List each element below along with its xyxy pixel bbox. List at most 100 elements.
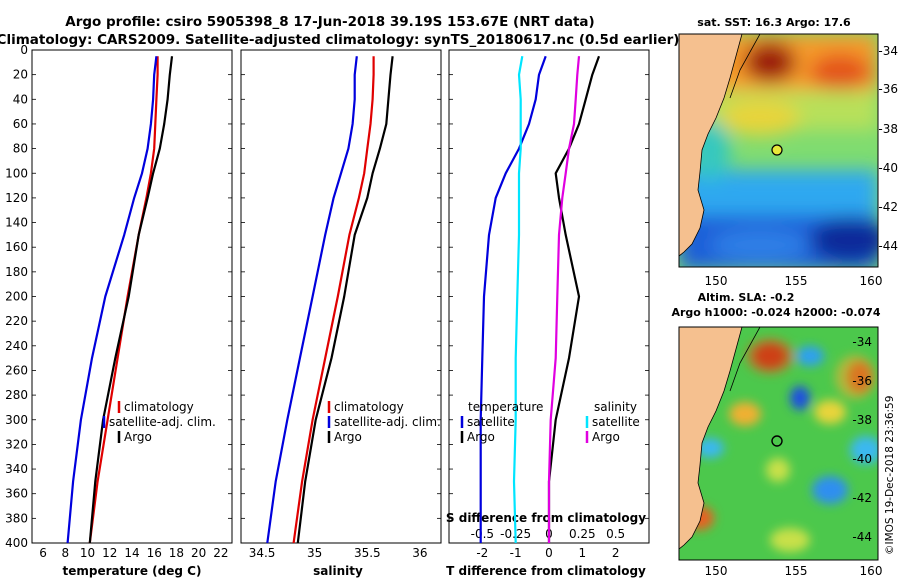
s-difference-tick-label: -0.5 [471, 527, 494, 541]
legend-label-argo: Argo [124, 430, 152, 444]
depth-tick-label: 280 [5, 388, 28, 402]
sla-map-axes: 150 155 160 -34 -36 -38 -40 -42 -44 [705, 335, 883, 578]
depth-tick-label: 40 [13, 92, 28, 106]
imos-watermark: ©IMOS 19-Dec-2018 23:36:59 [884, 396, 896, 555]
series-line-climatology [292, 56, 375, 544]
figure-title-line-1: Argo profile: csiro 5905398_8 17-Jun-201… [65, 14, 594, 30]
series-line-climatology [88, 56, 159, 544]
sst-map-axes: 150 155 160 -34 -36 -38 -40 -42 -44 [705, 44, 898, 288]
temperature-x-axis: 6 8 10 12 14 16 18 20 22 [39, 546, 228, 560]
lat-tick-label: -44 [878, 239, 898, 253]
legend-heading-salinity: salinity [594, 400, 637, 414]
sla-map-title: Altim. SLA: -0.2 [698, 291, 795, 304]
salinity-tick-label: 35.5 [354, 546, 381, 560]
depth-tick-label: 380 [5, 511, 28, 525]
figure-title-line-2: Climatology: CARS2009. Satellite-adjuste… [0, 32, 679, 48]
series-line-satellite-adj-clim- [266, 56, 358, 544]
depth-tick-label: 240 [5, 339, 28, 353]
difference-legend-temperature: temperature satellite Argo [460, 400, 543, 444]
s-difference-tick-label: 0.5 [606, 527, 625, 541]
legend-label-s-satellite: satellite [592, 415, 640, 429]
legend-label-t-argo: Argo [467, 430, 495, 444]
salinity-tick-label: 35 [307, 546, 322, 560]
lat-tick-label: -42 [852, 491, 872, 505]
series-line-t-satellite [479, 55, 547, 543]
lon-tick-label: 150 [705, 564, 728, 578]
lat-tick-label: -36 [852, 374, 872, 388]
temperature-axis-label: temperature (deg C) [63, 564, 202, 578]
salinity-tick-label: 36 [412, 546, 427, 560]
depth-tick-label: 140 [5, 216, 28, 230]
t-difference-tick-label: -2 [476, 546, 488, 560]
difference-legend-salinity: salinity satellite Argo [585, 400, 640, 444]
series-line-satellite-adj-clim- [66, 56, 158, 544]
sla-map-frame [678, 326, 879, 561]
legend-label-satellite-adj: satellite-adj. clim. [334, 415, 441, 429]
depth-tick-label: 340 [5, 462, 28, 476]
depth-tick-label: 100 [5, 166, 28, 180]
lon-tick-label: 155 [785, 274, 808, 288]
t-difference-tick-label: 0 [545, 546, 553, 560]
depth-tick-label: 300 [5, 413, 28, 427]
series-line-s-argo [547, 56, 581, 543]
t-difference-tick-label: 2 [612, 546, 620, 560]
legend-heading-temperature: temperature [468, 400, 543, 414]
depth-tick-label: 180 [5, 265, 28, 279]
sla-argo-marker [771, 435, 783, 447]
depth-tick-label: 360 [5, 487, 28, 501]
salinity-axis-label: salinity [313, 564, 363, 578]
t-difference-tick-label: 1 [579, 546, 587, 560]
lat-tick-label: -40 [878, 161, 898, 175]
temperature-tick-label: 22 [213, 546, 228, 560]
difference-series [479, 55, 601, 544]
temperature-tick-label: 20 [191, 546, 206, 560]
lat-tick-label: -44 [852, 530, 872, 544]
temperature-tick-label: 12 [102, 546, 117, 560]
temperature-legend: climatology satellite-adj. clim. Argo [102, 400, 216, 444]
temperature-panel-frame [31, 49, 233, 544]
sla-map-field [679, 327, 878, 560]
salinity-x-axis: 34.5 35 35.5 36 [249, 546, 428, 560]
temperature-tick-label: 10 [80, 546, 95, 560]
depth-tick-label: 260 [5, 363, 28, 377]
legend-label-argo: Argo [334, 430, 362, 444]
temperature-tick-label: 8 [62, 546, 70, 560]
t-difference-tick-label: -1 [510, 546, 522, 560]
salinity-series [266, 56, 394, 544]
s-difference-axis-label: S difference from climatology [446, 511, 646, 525]
depth-tick-label: 20 [13, 68, 28, 82]
series-line-t-argo [547, 55, 601, 543]
sst-map-title: sat. SST: 16.3 Argo: 17.6 [697, 16, 851, 29]
t-difference-axis-label: T difference from climatology [446, 564, 646, 578]
sst-argo-marker [771, 144, 783, 156]
depth-axis: 0 20 40 60 80 100 120 140 160 180 200 22… [5, 43, 28, 550]
series-line-s-satellite [512, 56, 524, 544]
depth-tick-label: 400 [5, 536, 28, 550]
temperature-tick-label: 16 [147, 546, 162, 560]
lon-tick-label: 150 [705, 274, 728, 288]
legend-label-climatology: climatology [124, 400, 194, 414]
depth-tick-label: 160 [5, 240, 28, 254]
depth-tick-label: 120 [5, 191, 28, 205]
temperature-series [66, 56, 174, 544]
salinity-legend: climatology satellite-adj. clim. Argo [327, 400, 441, 444]
depth-tick-label: 60 [13, 117, 28, 131]
series-line-argo [88, 56, 174, 544]
lat-tick-label: -36 [878, 82, 898, 96]
sla-map-subtitle: Argo h1000: -0.024 h2000: -0.074 [671, 306, 880, 319]
salinity-panel-frame [240, 49, 442, 544]
lat-tick-label: -38 [878, 122, 898, 136]
legend-label-s-argo: Argo [592, 430, 620, 444]
lat-tick-label: -38 [852, 413, 872, 427]
temperature-tick-label: 18 [169, 546, 184, 560]
lat-tick-label: -34 [878, 44, 898, 58]
difference-x-axis: -2 -1 0 1 2 [476, 546, 619, 560]
series-line-argo [296, 56, 394, 544]
depth-tick-label: 0 [20, 43, 28, 57]
depth-tick-label: 320 [5, 437, 28, 451]
lon-tick-label: 160 [860, 564, 883, 578]
legend-label-t-satellite: satellite [467, 415, 515, 429]
temperature-tick-label: 6 [39, 546, 47, 560]
lat-tick-label: -42 [878, 200, 898, 214]
